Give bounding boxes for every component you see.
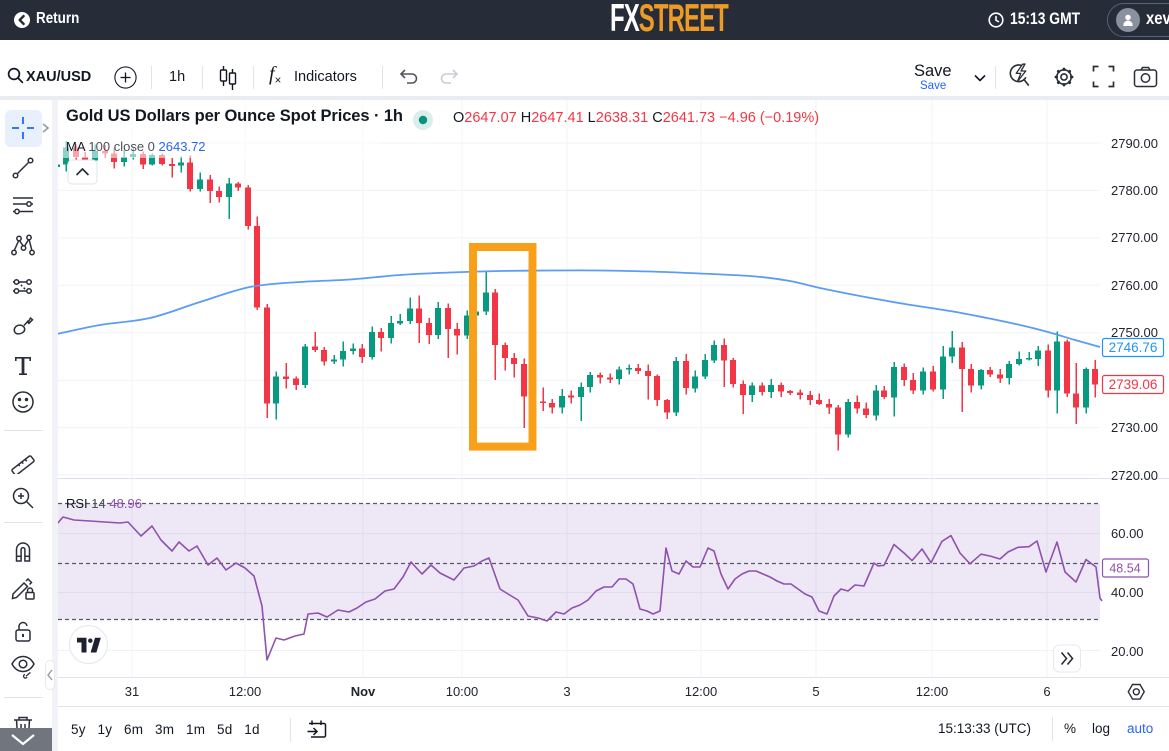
svg-text:2750.00: 2750.00	[1111, 325, 1158, 340]
svg-text:12:00: 12:00	[685, 684, 718, 699]
svg-text:2730.00: 2730.00	[1111, 420, 1158, 435]
svg-text:2739.06: 2739.06	[1109, 377, 1158, 392]
svg-text:12:00: 12:00	[916, 684, 949, 699]
svg-text:2780.00: 2780.00	[1111, 183, 1158, 198]
svg-text:3: 3	[563, 684, 570, 699]
svg-text:48.54: 48.54	[1109, 562, 1140, 576]
svg-text:10:00: 10:00	[446, 684, 479, 699]
svg-text:Nov: Nov	[351, 684, 376, 699]
svg-text:31: 31	[125, 684, 139, 699]
svg-text:2720.00: 2720.00	[1111, 468, 1158, 483]
svg-text:2790.00: 2790.00	[1111, 136, 1158, 151]
svg-text:6: 6	[1043, 684, 1050, 699]
svg-text:2770.00: 2770.00	[1111, 230, 1158, 245]
svg-text:12:00: 12:00	[229, 684, 262, 699]
svg-text:5: 5	[812, 684, 819, 699]
svg-text:60.00: 60.00	[1111, 526, 1144, 541]
svg-text:20.00: 20.00	[1111, 644, 1144, 659]
svg-text:2760.00: 2760.00	[1111, 278, 1158, 293]
svg-text:40.00: 40.00	[1111, 585, 1144, 600]
svg-text:2746.76: 2746.76	[1109, 340, 1158, 355]
